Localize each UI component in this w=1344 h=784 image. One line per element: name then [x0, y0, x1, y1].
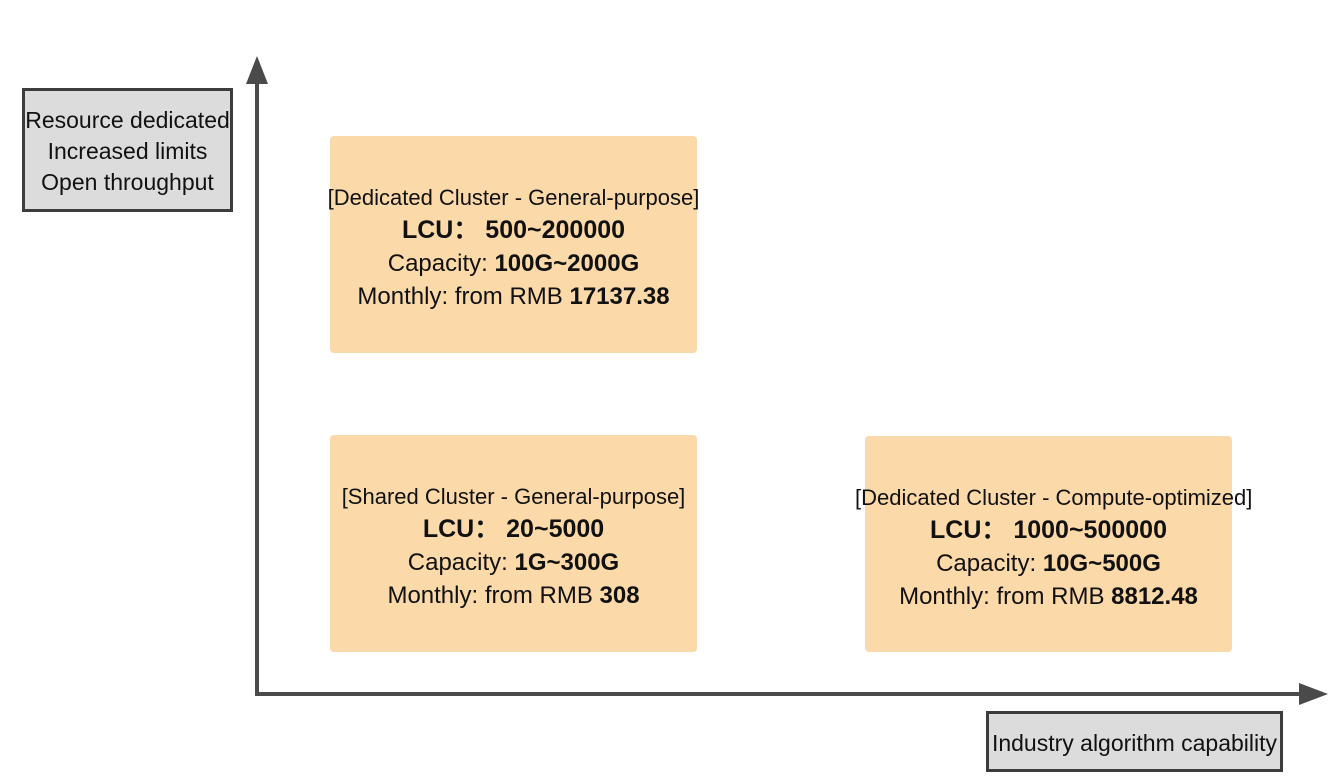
- capacity-range: 100G~2000G: [494, 250, 640, 277]
- lcu-range: 1000~500000: [1013, 516, 1167, 544]
- x-axis-arrowhead: [1299, 683, 1328, 705]
- tier-monthly-price: Monthly: from RMB 17137.38: [330, 280, 697, 313]
- monthly-price: 17137.38: [569, 283, 670, 310]
- capacity-range: 10G~500G: [1042, 550, 1161, 577]
- tier-dedicated-compute-optimized: [Dedicated Cluster - Compute-optimized] …: [855, 436, 1252, 652]
- capacity-prefix: Capacity:: [387, 250, 495, 277]
- monthly-prefix: Monthly: from RMB: [387, 582, 600, 609]
- tier-capacity: Capacity: 1G~300G: [330, 546, 697, 579]
- tier-title: [Dedicated Cluster - General-purpose]: [327, 185, 700, 210]
- tier-lcu: LCU： 500~200000: [330, 214, 697, 247]
- y-axis-label: Resource dedicated Increased limits Open…: [22, 88, 233, 212]
- monthly-price: 308: [599, 582, 640, 609]
- tier-monthly-price: Monthly: from RMB 8812.48: [865, 580, 1232, 613]
- tier-capacity: Capacity: 10G~500G: [865, 547, 1232, 580]
- lcu-range: 20~5000: [506, 515, 605, 543]
- tier-monthly-price: Monthly: from RMB 308: [330, 579, 697, 612]
- y-axis-label-line: Increased limits: [47, 138, 208, 164]
- y-axis-arrowhead: [246, 56, 268, 84]
- tier-lcu: LCU： 1000~500000: [865, 514, 1232, 547]
- tier-title: [Shared Cluster - General-purpose]: [341, 484, 686, 509]
- capacity-prefix: Capacity:: [936, 550, 1043, 577]
- y-axis-label-line: Open throughput: [41, 169, 214, 195]
- tier-title: [Dedicated Cluster - Compute-optimized]: [855, 485, 1253, 510]
- tier-capacity: Capacity: 100G~2000G: [330, 247, 697, 280]
- y-axis-label-line: Resource dedicated: [25, 107, 230, 133]
- lcu-range: 500~200000: [485, 216, 626, 244]
- monthly-price: 8812.48: [1111, 583, 1198, 610]
- x-axis-label-text: Industry algorithm capability: [991, 730, 1278, 756]
- lcu-prefix: LCU：: [422, 515, 500, 543]
- capacity-prefix: Capacity:: [407, 549, 515, 576]
- lcu-prefix: LCU：: [930, 516, 1007, 544]
- capacity-range: 1G~300G: [514, 549, 620, 576]
- tier-lcu: LCU： 20~5000: [330, 513, 697, 546]
- x-axis-label: Industry algorithm capability: [986, 711, 1283, 772]
- tier-shared-general-purpose: [Shared Cluster - General-purpose] LCU： …: [330, 435, 697, 652]
- monthly-prefix: Monthly: from RMB: [357, 283, 570, 310]
- lcu-prefix: LCU：: [401, 216, 479, 244]
- tier-dedicated-general-purpose: [Dedicated Cluster - General-purpose] LC…: [328, 136, 699, 353]
- monthly-prefix: Monthly: from RMB: [899, 583, 1112, 610]
